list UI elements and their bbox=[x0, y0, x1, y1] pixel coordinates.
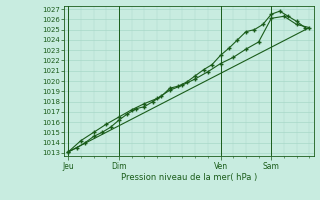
X-axis label: Pression niveau de la mer( hPa ): Pression niveau de la mer( hPa ) bbox=[121, 173, 257, 182]
